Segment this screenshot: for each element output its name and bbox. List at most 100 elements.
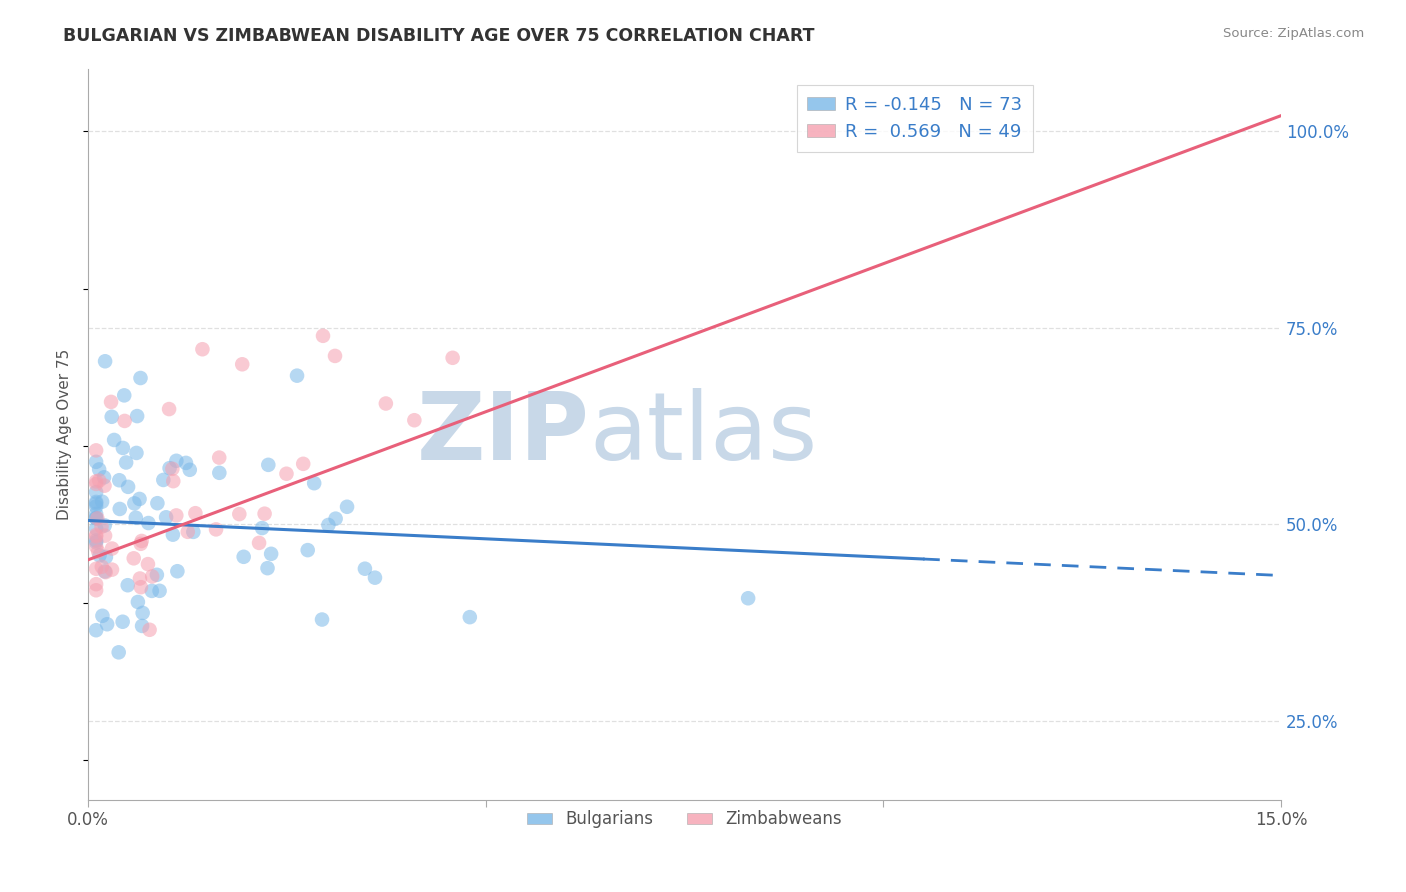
Point (141, 583, 163, 598)
Point (146, 567, 169, 582)
Point (125, 510, 148, 524)
Point (183, 524, 205, 539)
Point (311, 613, 333, 627)
Point (364, 571, 387, 585)
Point (91, 494, 114, 508)
Point (166, 564, 188, 578)
Point (285, 368, 308, 383)
Point (122, 551, 145, 566)
Point (253, 507, 276, 521)
Point (292, 457, 315, 471)
Point (84, 485, 107, 500)
Point (84, 496, 107, 510)
Point (84, 533, 107, 548)
Point (84, 535, 107, 549)
Point (125, 446, 148, 460)
Point (129, 371, 152, 385)
Point (165, 508, 187, 523)
Point (111, 441, 134, 455)
Point (84, 507, 107, 521)
Point (297, 543, 319, 558)
Point (184, 506, 207, 520)
Point (91, 608, 114, 623)
Point (231, 357, 253, 371)
Text: atlas: atlas (589, 388, 817, 480)
Point (84, 511, 107, 525)
Point (404, 413, 426, 427)
Point (354, 562, 377, 576)
Point (323, 349, 346, 363)
Point (111, 615, 134, 629)
Point (96, 617, 118, 632)
Point (94, 565, 117, 579)
Point (159, 461, 181, 475)
Point (114, 414, 136, 428)
Point (136, 557, 159, 571)
Text: ZIP: ZIP (416, 388, 589, 480)
Point (131, 606, 153, 620)
Text: Source: ZipAtlas.com: Source: ZipAtlas.com (1223, 27, 1364, 40)
Point (318, 518, 340, 533)
Point (84, 540, 107, 554)
Point (87, 544, 110, 558)
Point (228, 507, 250, 521)
Point (131, 619, 153, 633)
Point (84, 522, 107, 536)
Point (94, 549, 117, 564)
Point (148, 583, 170, 598)
Point (84, 455, 107, 469)
Point (90, 559, 112, 574)
Point (325, 511, 347, 525)
Point (260, 547, 283, 561)
Point (374, 396, 396, 410)
Point (84, 495, 107, 509)
Point (129, 572, 152, 586)
Point (174, 456, 197, 470)
Point (250, 521, 273, 535)
Point (108, 473, 131, 487)
Point (101, 541, 124, 556)
Point (115, 455, 138, 469)
Point (191, 343, 214, 357)
Point (124, 496, 146, 510)
Point (127, 409, 149, 423)
Point (177, 524, 200, 539)
Point (129, 537, 152, 551)
Point (103, 433, 125, 447)
Y-axis label: Disability Age Over 75: Disability Age Over 75 (58, 349, 72, 520)
Point (94, 529, 117, 543)
Point (256, 561, 278, 575)
Point (107, 645, 129, 659)
Point (129, 580, 152, 594)
Point (84, 443, 107, 458)
Point (100, 409, 122, 424)
Point (205, 522, 228, 536)
Point (117, 480, 139, 494)
Point (89, 549, 111, 563)
Point (208, 450, 231, 465)
Point (232, 549, 254, 564)
Point (155, 510, 177, 524)
Text: BULGARIAN VS ZIMBABWEAN DISABILITY AGE OVER 75 CORRELATION CHART: BULGARIAN VS ZIMBABWEAN DISABILITY AGE O… (63, 27, 814, 45)
Point (93, 470, 115, 484)
Point (94, 565, 117, 579)
Point (117, 578, 139, 592)
Point (89, 462, 111, 476)
Point (312, 328, 335, 343)
Point (138, 623, 160, 637)
Point (247, 536, 270, 550)
Point (146, 496, 169, 510)
Point (108, 502, 131, 516)
Point (162, 527, 184, 541)
Point (84, 577, 107, 591)
Point (336, 500, 359, 514)
Point (128, 491, 150, 506)
Point (162, 474, 184, 488)
Point (127, 595, 149, 609)
Point (112, 388, 135, 402)
Point (276, 467, 298, 481)
Point (84, 583, 107, 598)
Point (441, 351, 464, 365)
Point (101, 563, 124, 577)
Point (84, 624, 107, 638)
